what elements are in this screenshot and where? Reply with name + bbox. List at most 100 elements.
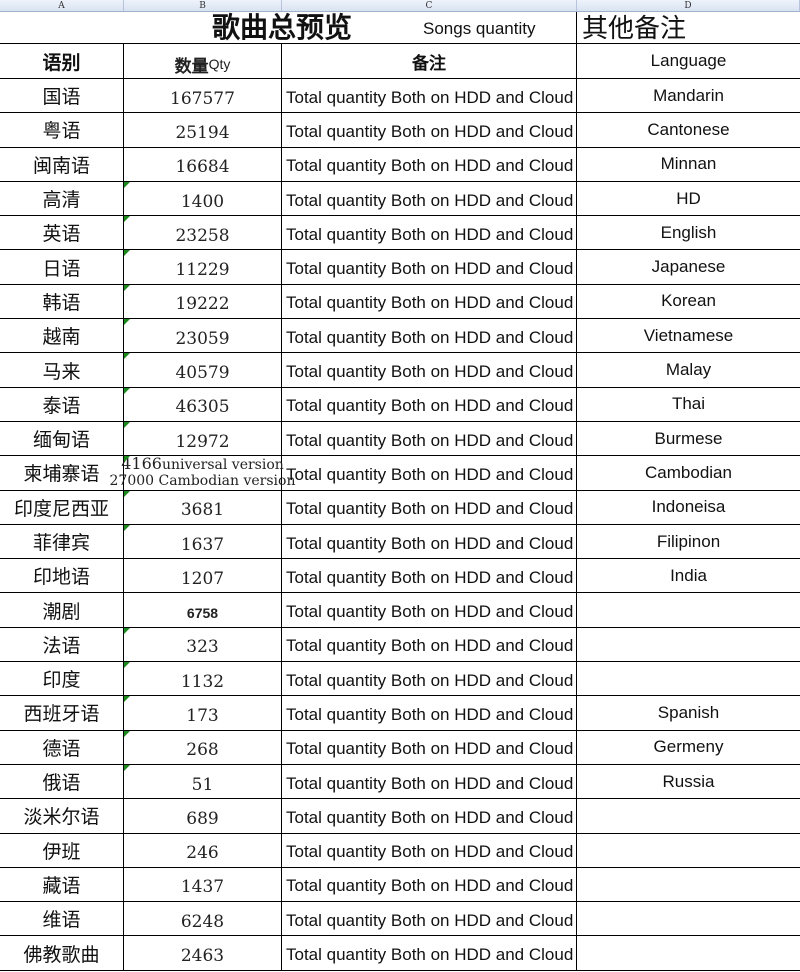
cell-qty[interactable]: 25194 <box>124 113 282 147</box>
cell-language-cn[interactable]: 英语 <box>0 216 124 250</box>
cell-language-en[interactable] <box>577 662 800 695</box>
cell-language-en[interactable] <box>577 902 800 935</box>
cell-note[interactable]: Total quantity Both on HDD and Cloud <box>282 730 577 764</box>
cell-qty[interactable]: 1132 <box>124 662 282 696</box>
cell-qty[interactable]: 23258 <box>124 216 282 250</box>
cell-qty[interactable]: 40579 <box>124 353 282 387</box>
header-language-en[interactable]: Language <box>650 51 727 70</box>
cell-language-en[interactable]: Vietnamese <box>643 325 734 345</box>
cell-qty[interactable]: 323 <box>124 627 282 662</box>
cell-language-cn[interactable]: 印度尼西亚 <box>0 490 124 524</box>
cell-qty[interactable]: 16684 <box>124 147 282 181</box>
cell-qty[interactable]: 3681 <box>124 490 282 524</box>
cell-language-cn[interactable]: 西班牙语 <box>0 696 124 730</box>
cell-note[interactable]: Total quantity Both on HDD and Cloud <box>282 696 577 730</box>
cell-note[interactable]: Total quantity Both on HDD and Cloud <box>282 147 577 181</box>
header-qty[interactable]: 数量 Qty <box>124 44 282 78</box>
cell-note[interactable]: Total quantity Both on HDD and Cloud <box>282 181 577 216</box>
cell-note[interactable]: Total quantity Both on HDD and Cloud <box>282 799 577 833</box>
cell-language-en[interactable]: Thai <box>671 394 706 414</box>
cell-language-en[interactable] <box>577 936 800 969</box>
cell-language-en[interactable]: English <box>660 222 717 242</box>
cell-note[interactable]: Total quantity Both on HDD and Cloud <box>282 79 577 113</box>
cell-note[interactable]: Total quantity Both on HDD and Cloud <box>282 593 577 627</box>
cell-language-en[interactable]: Russia <box>662 771 715 791</box>
cell-note[interactable]: Total quantity Both on HDD and Cloud <box>282 284 577 319</box>
cell-qty[interactable]: 46305 <box>124 387 282 421</box>
cell-qty[interactable]: 12972 <box>124 421 282 456</box>
cell-language-en[interactable]: Spanish <box>657 702 720 722</box>
cell-qty[interactable]: 2463 <box>124 936 282 970</box>
cell-language-en[interactable]: Indoneisa <box>651 497 726 517</box>
cell-language-cn[interactable]: 维语 <box>0 902 124 936</box>
cell-qty[interactable]: 6248 <box>124 902 282 936</box>
cell-language-cn[interactable]: 粤语 <box>0 113 124 147</box>
cell-language-cn[interactable]: 伊班 <box>0 833 124 867</box>
cell-language-cn[interactable]: 潮剧 <box>0 593 124 627</box>
cell-language-cn[interactable]: 国语 <box>0 79 124 113</box>
cell-qty[interactable]: 1437 <box>124 867 282 902</box>
cell-language-cn[interactable]: 缅甸语 <box>0 421 124 456</box>
cell-language-cn[interactable]: 高清 <box>0 181 124 216</box>
cell-language-en[interactable]: HD <box>676 188 701 208</box>
cell-note[interactable]: Total quantity Both on HDD and Cloud <box>282 387 577 421</box>
cell-note[interactable]: Total quantity Both on HDD and Cloud <box>282 490 577 524</box>
cell-language-cn[interactable]: 马来 <box>0 353 124 387</box>
cell-language-en[interactable]: Germeny <box>653 737 724 757</box>
cell-qty[interactable]: 4166universal version 27000 Cambodian ver… <box>110 456 295 490</box>
cell-note[interactable]: Total quantity Both on HDD and Cloud <box>282 456 577 490</box>
cell-language-cn[interactable]: 德语 <box>0 730 124 764</box>
cell-note[interactable]: Total quantity Both on HDD and Cloud <box>282 867 577 902</box>
header-language-cn[interactable]: 语别 <box>0 44 124 78</box>
cell-note[interactable]: Total quantity Both on HDD and Cloud <box>282 936 577 970</box>
cell-note[interactable]: Total quantity Both on HDD and Cloud <box>282 421 577 456</box>
cell-language-en[interactable]: Cambodian <box>645 462 732 482</box>
cell-qty[interactable]: 1637 <box>124 524 282 559</box>
cell-note[interactable]: Total quantity Both on HDD and Cloud <box>282 559 577 593</box>
cell-language-en[interactable]: Japanese <box>651 257 726 277</box>
cell-qty[interactable]: 689 <box>124 799 282 833</box>
cell-qty[interactable]: 11229 <box>124 250 282 284</box>
cell-language-en[interactable] <box>577 834 800 867</box>
cell-language-cn[interactable]: 菲律宾 <box>0 524 124 559</box>
cell-language-cn[interactable]: 泰语 <box>0 387 124 421</box>
cell-qty[interactable]: 1207 <box>124 559 282 593</box>
cell-note[interactable]: Total quantity Both on HDD and Cloud <box>282 250 577 284</box>
cell-language-cn[interactable]: 佛教歌曲 <box>0 936 124 970</box>
cell-qty[interactable]: 246 <box>124 833 282 867</box>
cell-note[interactable]: Total quantity Both on HDD and Cloud <box>282 113 577 147</box>
cell-language-en[interactable] <box>577 799 800 832</box>
cell-note[interactable]: Total quantity Both on HDD and Cloud <box>282 833 577 867</box>
cell-qty[interactable]: 173 <box>124 696 282 730</box>
cell-language-cn[interactable]: 藏语 <box>0 867 124 902</box>
cell-language-en[interactable]: India <box>670 565 707 585</box>
cell-note[interactable]: Total quantity Both on HDD and Cloud <box>282 627 577 662</box>
cell-qty[interactable]: 167577 <box>124 79 282 113</box>
cell-qty[interactable]: 6758 <box>124 593 282 627</box>
cell-language-en[interactable] <box>577 593 800 626</box>
cell-qty[interactable]: 19222 <box>124 284 282 319</box>
cell-language-en[interactable]: Minnan <box>660 154 717 174</box>
cell-language-cn[interactable]: 柬埔寨语 <box>0 456 124 490</box>
cell-language-en[interactable] <box>577 628 800 661</box>
cell-note[interactable]: Total quantity Both on HDD and Cloud <box>282 662 577 696</box>
column-header-a[interactable]: A <box>0 0 124 11</box>
cell-language-cn[interactable]: 闽南语 <box>0 147 124 181</box>
cell-language-en[interactable] <box>577 868 800 901</box>
cell-language-cn[interactable]: 俄语 <box>0 764 124 799</box>
cell-qty[interactable]: 268 <box>124 730 282 764</box>
cell-language-en[interactable]: Cantonese <box>647 119 730 139</box>
cell-language-en[interactable]: Mandarin <box>653 85 724 105</box>
cell-language-cn[interactable]: 韩语 <box>0 284 124 319</box>
cell-note[interactable]: Total quantity Both on HDD and Cloud <box>282 764 577 799</box>
cell-language-en[interactable]: Korean <box>661 291 716 311</box>
cell-language-cn[interactable]: 法语 <box>0 627 124 662</box>
header-remark[interactable]: 备注 <box>282 44 577 78</box>
cell-language-cn[interactable]: 淡米尔语 <box>0 799 124 833</box>
cell-language-cn[interactable]: 越南 <box>0 319 124 353</box>
cell-language-cn[interactable]: 印度 <box>0 662 124 696</box>
cell-qty[interactable]: 51 <box>124 764 282 799</box>
cell-note[interactable]: Total quantity Both on HDD and Cloud <box>282 524 577 559</box>
cell-qty[interactable]: 1400 <box>124 181 282 216</box>
cell-qty[interactable]: 23059 <box>124 319 282 353</box>
